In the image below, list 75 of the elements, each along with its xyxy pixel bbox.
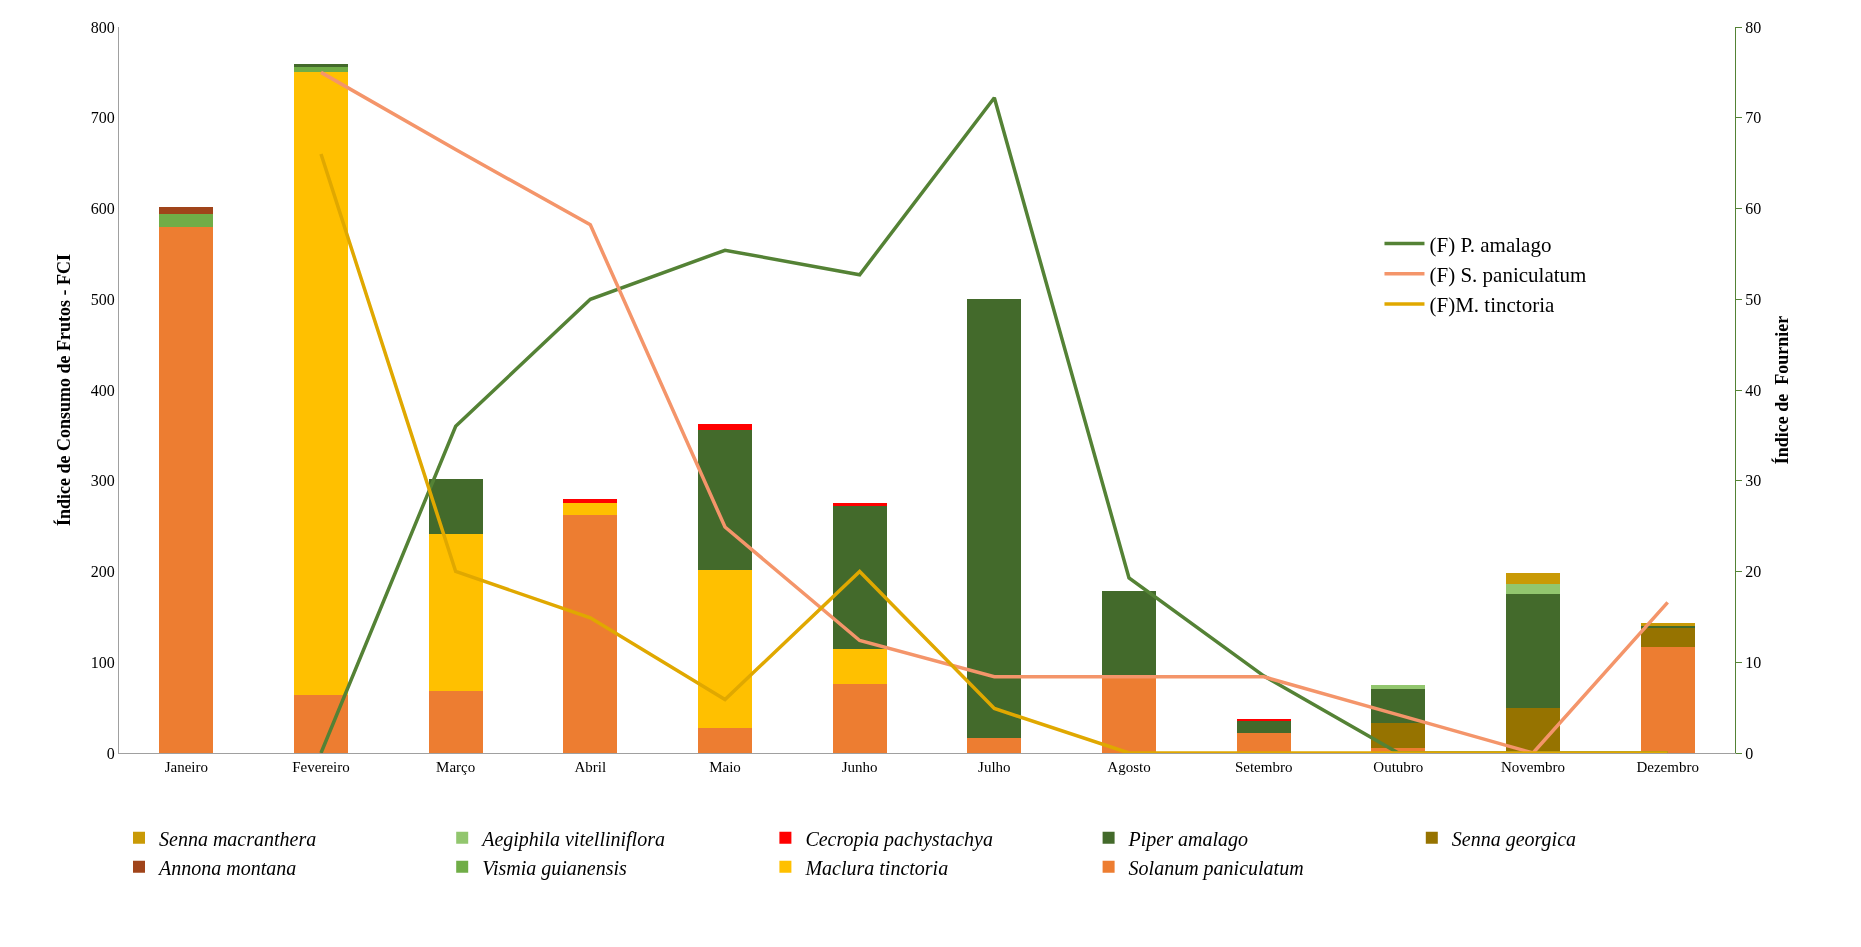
x-tick-label: Fevereiro [292, 759, 350, 775]
x-tick-label: Abril [574, 759, 607, 775]
bar [832, 684, 887, 753]
y-axis-title: Índice de Consumo de Frutos - FCI [53, 253, 74, 527]
y-tick-label: 700 [90, 109, 115, 127]
bar [428, 478, 483, 535]
y-tick-label: 200 [90, 563, 115, 581]
bar [1371, 723, 1426, 748]
bar [1102, 590, 1156, 675]
bar [832, 648, 887, 685]
bar [698, 429, 752, 570]
legend-label: Vismia guianensis [482, 856, 628, 880]
legend-label: Senna macranthera [159, 827, 317, 850]
legend-label: Piper amalago [1127, 827, 1249, 851]
bar [832, 503, 887, 507]
x-tick-label: Dezembro [1636, 759, 1699, 775]
y2-tick-label: 60 [1745, 200, 1762, 218]
x-tick-label: Março [436, 759, 476, 775]
bar [698, 423, 752, 430]
legend-label: (F) S. paniculatum [1429, 262, 1587, 287]
x-tick-label: Outubro [1373, 759, 1424, 775]
legend-label: Aegiphila vitelliniflora [480, 827, 665, 851]
legend-label: Annona montana [157, 856, 297, 879]
bar [159, 206, 214, 214]
bar [159, 213, 214, 227]
x-tick-label: Janeiro [164, 759, 208, 775]
legend-label: Solanum paniculatum [1128, 856, 1304, 880]
x-tick-label: Novembro [1500, 759, 1566, 775]
x-tick-label: Julho [978, 759, 1011, 775]
y2-axis-title: Índice de Fournier [1771, 315, 1793, 465]
bar [832, 506, 887, 649]
x-tick-label: Maio [709, 759, 741, 775]
x-tick-label: Agosto [1107, 759, 1151, 775]
legend-label: (F) P. amalago [1429, 232, 1552, 257]
bar [294, 72, 348, 695]
y-tick-label: 0 [106, 744, 115, 762]
y2-tick-label: 50 [1745, 290, 1762, 308]
y-tick-label: 400 [90, 381, 115, 399]
legend-label: Cecropia pachystachya [805, 827, 993, 851]
y2-tick-label: 70 [1745, 109, 1762, 127]
bar [563, 498, 618, 503]
y-tick-label: 100 [90, 653, 115, 671]
bar [967, 737, 1022, 753]
y2-tick-label: 30 [1745, 472, 1762, 490]
bar [294, 694, 348, 753]
bar [1506, 594, 1560, 708]
bar [294, 66, 348, 73]
bar [1640, 627, 1695, 647]
y-tick-label: 800 [90, 18, 115, 36]
y2-tick-label: 40 [1745, 381, 1762, 399]
bar [967, 299, 1022, 738]
y-tick-label: 500 [90, 290, 115, 308]
y-tick-label: 600 [90, 200, 115, 218]
x-tick-label: Setembro [1234, 759, 1293, 775]
bar [1506, 573, 1560, 585]
y2-tick-label: 80 [1745, 18, 1762, 36]
bar [1506, 584, 1560, 595]
bar [428, 534, 483, 692]
bar [428, 691, 483, 753]
bar [698, 569, 752, 728]
bar [159, 226, 214, 753]
x-tick-label: Junho [841, 759, 878, 775]
legend-label: Senna georgica [1451, 827, 1577, 851]
bar [563, 502, 618, 516]
legend-label: Maclura tinctoria [804, 856, 949, 879]
y2-tick-label: 20 [1745, 563, 1762, 581]
bar [563, 515, 618, 753]
y2-tick-label: 0 [1745, 744, 1754, 762]
bar [1236, 720, 1291, 734]
y2-tick-label: 10 [1745, 653, 1762, 671]
legend-label: (F)M. tinctoria [1429, 293, 1555, 318]
bar [698, 727, 752, 753]
y-tick-label: 300 [90, 472, 115, 490]
bar [294, 64, 348, 67]
bar [1640, 646, 1695, 753]
